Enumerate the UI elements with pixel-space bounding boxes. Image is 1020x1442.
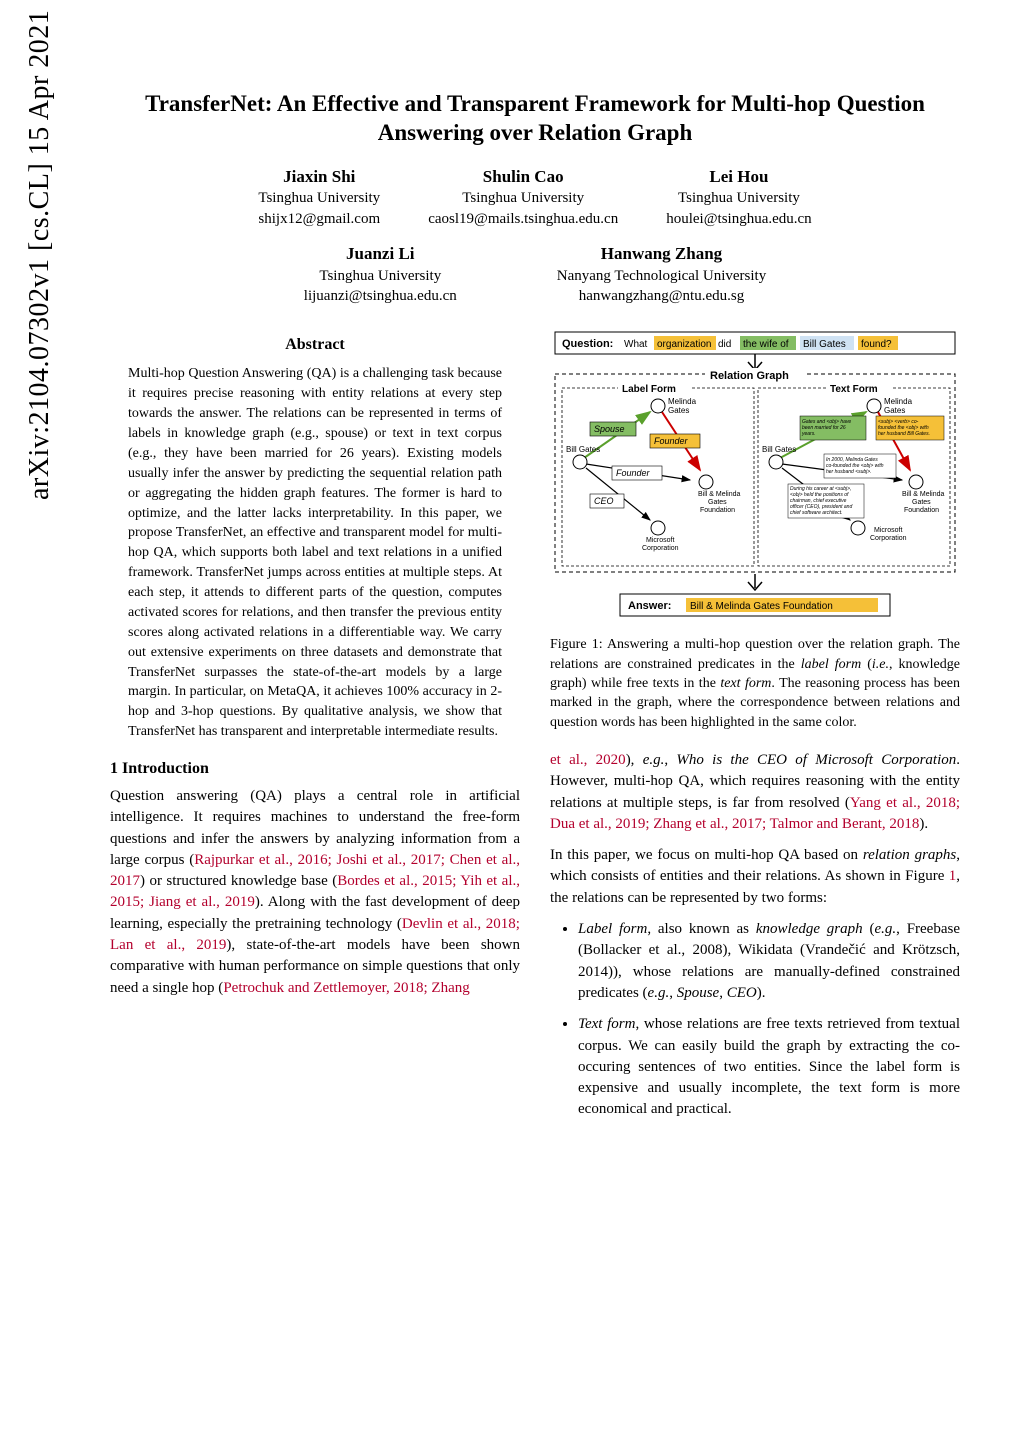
list-item: Label form, also known as knowledge grap… [578,919,960,1004]
svg-text:chief software architect.: chief software architect. [790,510,843,516]
answer-label: Answer: [628,600,671,612]
abstract-heading: Abstract [110,336,520,354]
paper-title: TransferNet: An Effective and Transparen… [110,90,960,148]
question-text: Bill Gates [803,339,846,350]
bullet-lead: Label form [578,921,647,937]
authors-row-2: Juanzi Li Tsinghua University lijuanzi@t… [110,243,960,306]
node-label: Melinda [668,397,697,406]
answer-text: Bill & Melinda Gates Foundation [690,601,833,612]
relation-label: CEO [594,496,614,506]
node-label: Microsoft [646,537,674,544]
svg-text:her husband <subj>.: her husband <subj>. [826,469,872,475]
author-email: shijx12@gmail.com [258,209,380,229]
question-hl: found? [861,339,892,350]
text: , whose relations are free texts retriev… [578,1016,960,1117]
text: ) or structured knowledge base ( [140,873,337,889]
author-block: Hanwang Zhang Nanyang Technological Univ… [557,243,766,306]
node-label: Bill Gates [566,445,600,454]
bullet-list: Label form, also known as knowledge grap… [550,919,960,1121]
author-email: houlei@tsinghua.edu.cn [666,209,811,229]
page: TransferNet: An Effective and Transparen… [110,0,960,1171]
author-name: Lei Hou [666,166,811,189]
node-label: Foundation [700,507,735,514]
author-affil: Nanyang Technological University [557,266,766,286]
question-hl: organization [657,339,711,350]
author-affil: Tsinghua University [666,188,811,208]
section-heading: 1 Introduction [110,760,520,778]
node-label: Bill & Melinda [698,491,741,498]
relation-label: Founder [616,468,651,478]
node-label: Foundation [904,507,939,514]
question-text: did [718,339,731,350]
figure-1: Question: What organization did the wife… [550,330,960,625]
text: In this paper, we focus on multi-hop QA … [550,847,960,906]
author-email: lijuanzi@tsinghua.edu.cn [304,286,457,306]
author-block: Jiaxin Shi Tsinghua University shijx12@g… [258,166,380,229]
authors-row-1: Jiaxin Shi Tsinghua University shijx12@g… [110,166,960,229]
node-label: Bill Gates [762,445,796,454]
list-item: Text form, whose relations are free text… [578,1014,960,1120]
col2-paragraph-1: et al., 2020), e.g., Who is the CEO of M… [550,750,960,835]
relation-label: Founder [654,436,689,446]
arxiv-stamp: arXiv:2104.07302v1 [cs.CL] 15 Apr 2021 [24,10,56,500]
author-affil: Tsinghua University [304,266,457,286]
author-name: Juanzi Li [304,243,457,266]
node-label: Corporation [870,535,907,542]
relation-label: Spouse [594,424,625,434]
author-block: Juanzi Li Tsinghua University lijuanzi@t… [304,243,457,306]
author-block: Lei Hou Tsinghua University houlei@tsing… [666,166,811,229]
left-column: Abstract Multi-hop Question Answering (Q… [110,330,520,1009]
node-label: Microsoft [874,527,902,534]
node-label: Bill & Melinda [902,491,945,498]
author-affil: Tsinghua University [258,188,380,208]
author-name: Shulin Cao [428,166,618,189]
citation-link[interactable]: et al., 2020 [550,752,626,768]
node-label: Gates [668,406,689,415]
node-label: Gates [912,499,931,506]
col2-paragraph-2: In this paper, we focus on multi-hop QA … [550,845,960,909]
question-label: Question: [562,338,613,350]
svg-text:years.: years. [801,431,816,437]
label-form-heading: Label Form [622,384,676,395]
text: ). [919,816,928,832]
author-email: hanwangzhang@ntu.edu.sg [557,286,766,306]
two-column-layout: Abstract Multi-hop Question Answering (Q… [110,330,960,1130]
question-text: What [624,339,648,350]
svg-text:her husband Bill Gates.: her husband Bill Gates. [878,431,930,437]
figure-svg: Question: What organization did the wife… [550,330,960,620]
abstract-body: Multi-hop Question Answering (QA) is a c… [128,364,502,742]
figure-caption: Figure 1: Answering a multi-hop question… [550,635,960,732]
author-affil: Tsinghua University [428,188,618,208]
relation-graph-label: Relation Graph [710,370,789,382]
bullet-lead: Text form [578,1016,635,1032]
text-form-heading: Text Form [830,384,878,395]
right-column: Question: What organization did the wife… [550,330,960,1130]
node-label: Gates [708,499,727,506]
intro-paragraph-1: Question answering (QA) plays a central … [110,786,520,999]
node-label: Melinda [884,397,913,406]
author-block: Shulin Cao Tsinghua University caosl19@m… [428,166,618,229]
text: ), Wikidata ( [722,942,805,958]
node-label: Gates [884,406,905,415]
citation-link[interactable]: Bollacker et al., 2008 [583,942,722,958]
caption-text: Figure 1: Answering a multi-hop question… [550,637,960,729]
author-name: Jiaxin Shi [258,166,380,189]
citation-link[interactable]: Petrochuk and Zettlemoyer, 2018; Zhang [223,980,469,996]
author-name: Hanwang Zhang [557,243,766,266]
question-hl: the wife of [743,339,789,350]
figure-ref-link[interactable]: 1 [949,868,957,884]
text: )), whose relations are manually-defined… [578,964,960,1001]
node-label: Corporation [642,545,679,552]
author-email: caosl19@mails.tsinghua.edu.cn [428,209,618,229]
